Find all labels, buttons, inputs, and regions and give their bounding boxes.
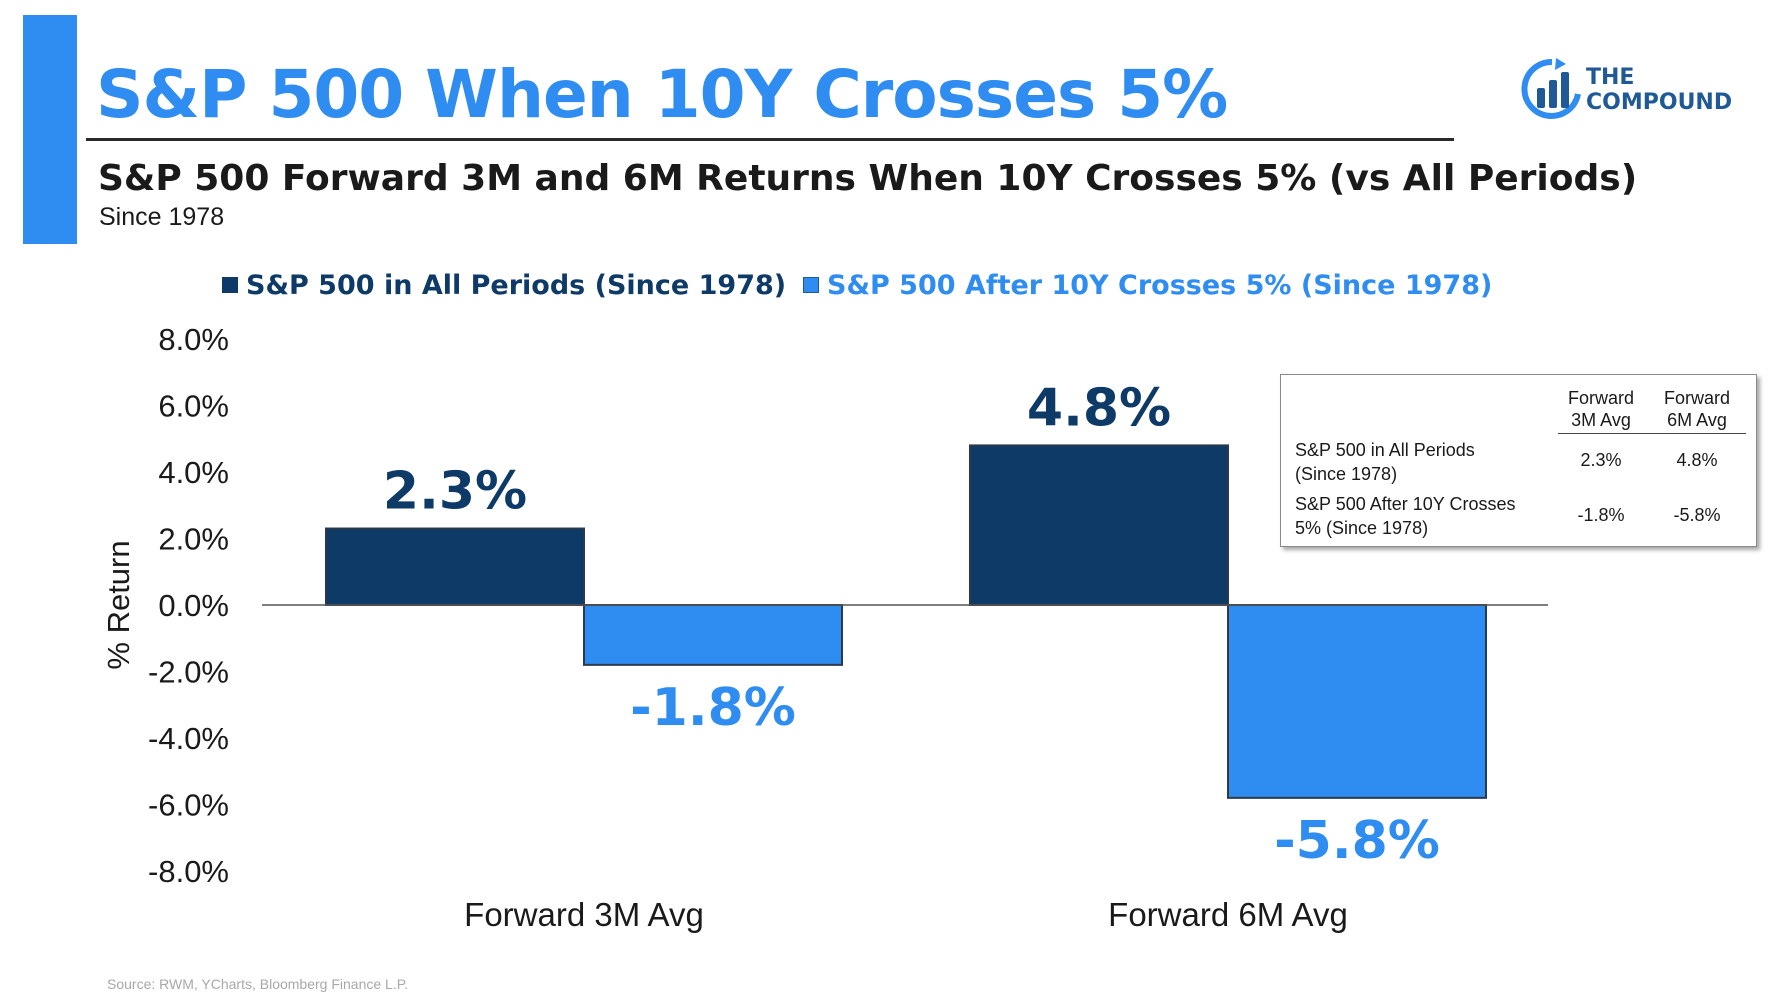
accent-bar [23, 15, 77, 244]
y-tick-label: 6.0% [158, 389, 229, 424]
y-tick-label: -6.0% [148, 788, 229, 823]
table-cell-cross-6m: -5.8% [1673, 505, 1721, 525]
since-label: Since 1978 [99, 203, 225, 231]
legend-item-after-cross: S&P 500 After 10Y Crosses 5% (Since 1978… [803, 270, 1492, 301]
logo-line-1: THE [1586, 65, 1635, 90]
y-tick-label: -4.0% [148, 721, 229, 756]
data-label: 4.8% [1027, 378, 1171, 438]
y-tick-label: 8.0% [158, 322, 229, 357]
y-tick-label: 2.0% [158, 522, 229, 557]
table-cell-all-3m: 2.3% [1580, 450, 1622, 470]
table-row-label-all-periods: S&P 500 in All Periods (Since 1978) [1295, 440, 1475, 484]
y-tick-label: 4.0% [158, 455, 229, 490]
table-row-label-after-cross: S&P 500 After 10Y Crosses 5% (Since 1978) [1295, 494, 1516, 538]
table-header-divider [1558, 433, 1746, 434]
legend-swatch-light [803, 277, 819, 293]
bar [969, 444, 1229, 606]
data-label: 2.3% [383, 462, 527, 522]
bar-chart-circle-icon [1521, 58, 1581, 119]
legend-item-all-periods: S&P 500 in All Periods (Since 1978) [222, 270, 786, 301]
source-note: Source: RWM, YCharts, Bloomberg Finance … [107, 976, 409, 992]
bar [325, 527, 585, 607]
data-label: -5.8% [1274, 811, 1440, 871]
bar [583, 604, 843, 666]
logo-text: THE COMPOUND [1586, 65, 1732, 115]
x-tick-label: Forward 3M Avg [464, 896, 704, 933]
chart-title: S&P 500 When 10Y Crosses 5% [96, 56, 1228, 133]
y-axis-label: % Return [101, 540, 136, 669]
table-header-3m: Forward 3M Avg [1567, 388, 1634, 430]
legend-swatch-dark [222, 277, 238, 293]
table-cell-cross-3m: -1.8% [1577, 505, 1625, 525]
y-tick-label: -2.0% [148, 655, 229, 690]
legend-label-all-periods: S&P 500 in All Periods (Since 1978) [246, 270, 787, 301]
y-tick-label: -8.0% [148, 854, 229, 889]
legend-label-after-cross: S&P 500 After 10Y Crosses 5% (Since 1978… [827, 270, 1493, 301]
summary-table: Forward 3M Avg Forward 6M Avg S&P 500 in A… [1280, 374, 1757, 547]
table-cell-all-6m: 4.8% [1676, 450, 1718, 470]
logo-line-2: COMPOUND [1586, 90, 1733, 115]
x-tick-label: Forward 6M Avg [1108, 896, 1348, 933]
title-divider [86, 138, 1454, 141]
chart-subtitle: S&P 500 Forward 3M and 6M Returns When 1… [98, 158, 1638, 199]
data-label: -1.8% [630, 678, 796, 738]
table-header-6m: Forward 6M Avg [1663, 388, 1730, 430]
y-tick-label: 0.0% [158, 588, 229, 623]
bar [1227, 604, 1487, 799]
